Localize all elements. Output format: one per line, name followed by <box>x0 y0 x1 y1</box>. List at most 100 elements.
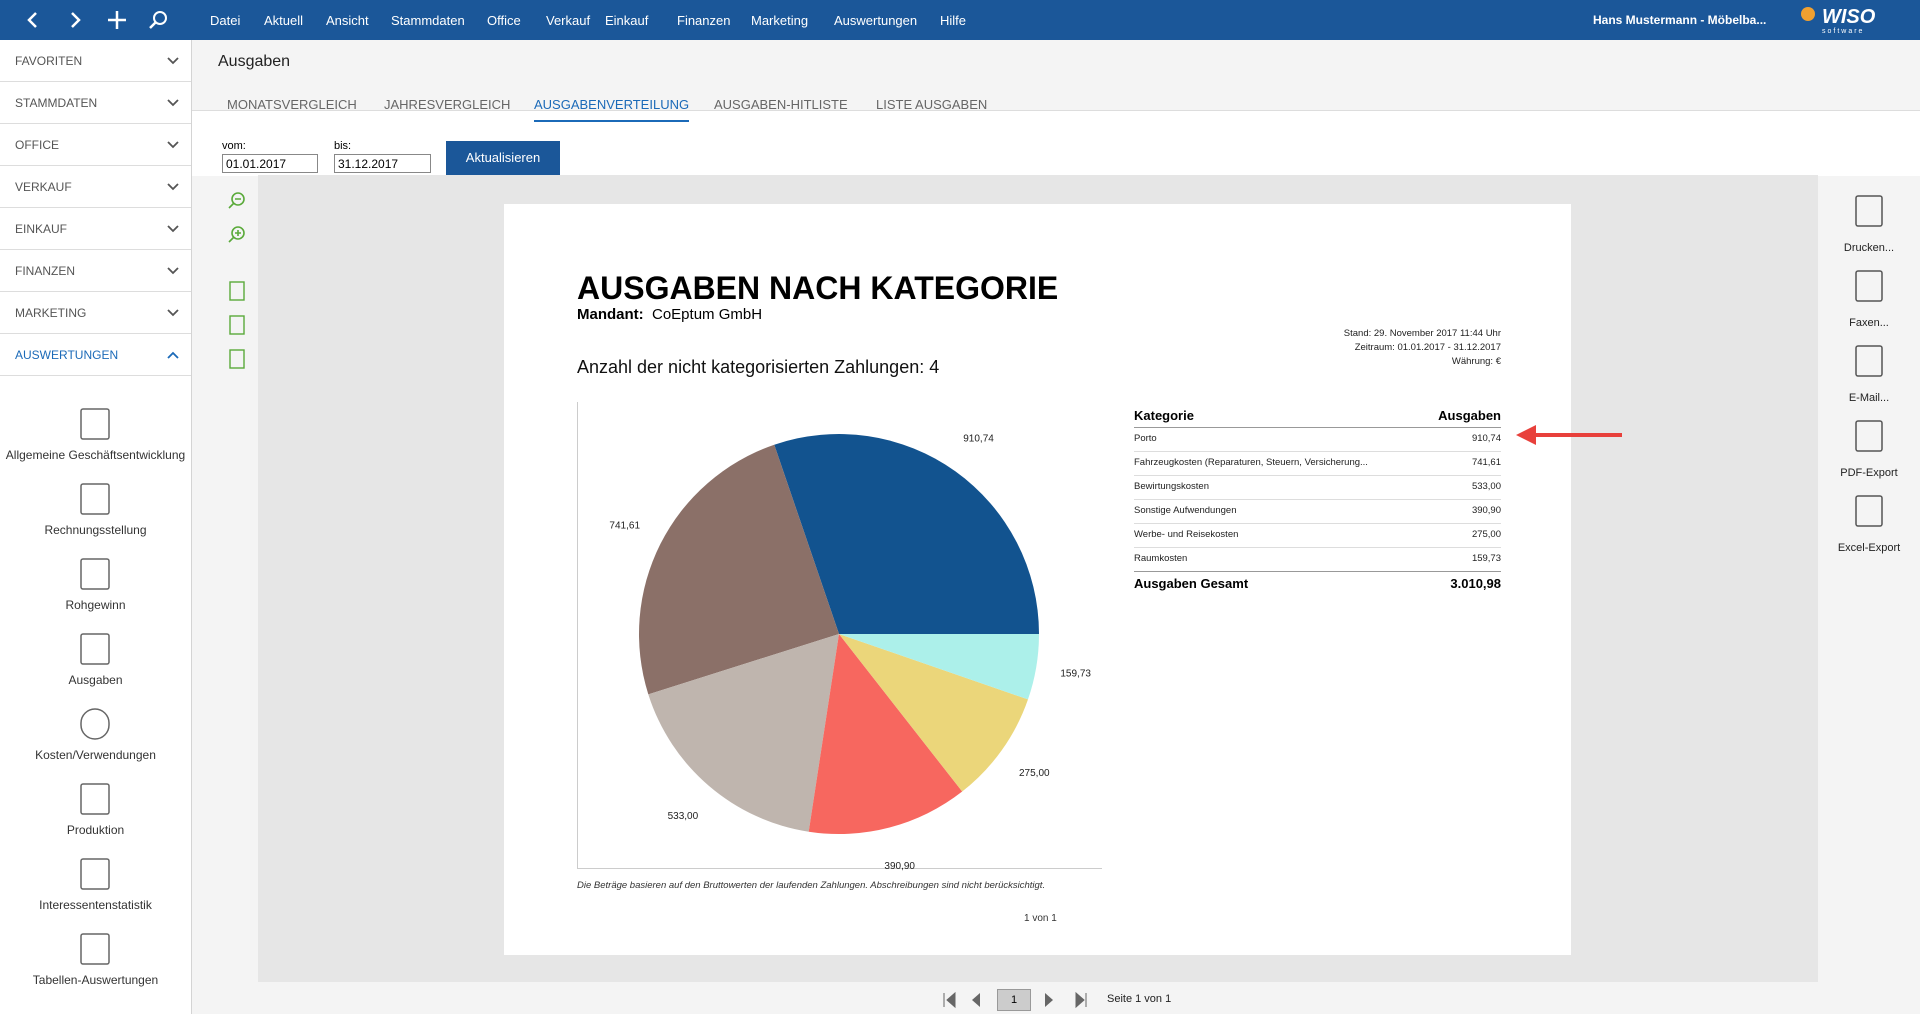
total-label: Ausgaben Gesamt <box>1134 576 1249 591</box>
chevron-path <box>167 141 179 149</box>
icon-shape <box>80 858 110 890</box>
menu-item[interactable]: Datei <box>210 13 241 28</box>
section-label: VERKAUF <box>15 180 72 194</box>
chevron <box>167 309 179 317</box>
menu-item[interactable]: Finanzen <box>677 13 731 28</box>
table-value: 910,74 <box>1471 433 1501 444</box>
item-icon <box>80 558 110 590</box>
menu-item[interactable]: Stammdaten <box>391 13 465 28</box>
item-icon <box>80 783 110 815</box>
pie-slice <box>839 634 1039 700</box>
tab[interactable]: JAHRESVERGLEICH <box>384 97 511 112</box>
to-input[interactable]: 31.12.2017 <box>334 154 431 173</box>
icon-shape <box>80 783 110 815</box>
chevron-path <box>167 309 179 317</box>
tab[interactable]: MONATSVERGLEICH <box>227 97 357 112</box>
report-item[interactable]: Rechnungsstellung <box>0 477 191 549</box>
report-item[interactable]: Interessentenstatistik <box>0 852 191 924</box>
action[interactable]: Excel-Export <box>1818 490 1920 560</box>
table-header: Ausgaben <box>1438 408 1501 423</box>
chevron-path <box>167 57 179 65</box>
icon-shape <box>80 483 110 515</box>
sidebar-section[interactable]: EINKAUF <box>0 208 191 250</box>
table-category: Raumkosten <box>1134 553 1188 564</box>
table-category: Werbe- und Reisekosten <box>1134 529 1239 540</box>
logo-mark <box>1801 7 1815 21</box>
item-icon <box>80 408 110 440</box>
chevron <box>167 99 179 107</box>
pager-buttons[interactable] <box>940 988 1100 1012</box>
sidebar-section[interactable]: FAVORITEN <box>0 40 191 82</box>
action[interactable]: E-Mail... <box>1818 340 1920 410</box>
menu-item[interactable]: Einkauf <box>605 13 649 28</box>
report-item[interactable]: Kosten/Verwendungen <box>0 702 191 774</box>
chevron-path <box>167 225 179 233</box>
sidebar-section[interactable]: FINANZEN <box>0 250 191 292</box>
menu-item[interactable]: Office <box>487 13 521 28</box>
action[interactable]: Drucken... <box>1818 190 1920 260</box>
pager-prev <box>972 993 980 1007</box>
chevron <box>167 141 179 149</box>
table-category: Porto <box>1134 433 1157 444</box>
pie-value-label: 275,00 <box>1019 768 1050 779</box>
report-item[interactable]: Produktion <box>0 777 191 849</box>
page-number: 1 von 1 <box>1024 913 1057 924</box>
table-rule <box>1134 475 1501 476</box>
section-label: EINKAUF <box>15 222 68 236</box>
chart-frame-bottom <box>577 868 1102 869</box>
report-item[interactable]: Tabellen-Auswertungen <box>0 927 191 999</box>
menu-item[interactable]: Marketing <box>751 13 809 28</box>
report-meta: Stand: 29. November 2017 11:44 Uhr <box>1343 328 1501 339</box>
action-label: Drucken... <box>1843 242 1895 254</box>
action[interactable]: Faxen... <box>1818 265 1920 335</box>
action-label: E-Mail... <box>1848 392 1890 404</box>
action-label: PDF-Export <box>1840 467 1898 479</box>
mandant-label: Mandant: <box>577 306 644 323</box>
sidebar-section[interactable]: AUSWERTUNGEN <box>0 334 191 376</box>
table-rule <box>1134 523 1501 524</box>
action-label: Excel-Export <box>1837 542 1901 554</box>
section-label: FINANZEN <box>15 264 75 278</box>
red-arrow <box>1516 425 1622 445</box>
report-item[interactable]: Ausgaben <box>0 627 191 699</box>
pager-next <box>1045 993 1053 1007</box>
table-rule <box>1134 427 1501 428</box>
tab[interactable]: LISTE AUSGABEN <box>876 97 988 112</box>
pie-chart: 910,74 741,61 533,00 390,90 275,00 159,73 <box>609 433 1091 871</box>
sidebar-section[interactable]: VERKAUF <box>0 166 191 208</box>
menu-item[interactable]: Ansicht <box>326 13 369 28</box>
refresh-button[interactable]: Aktualisieren <box>446 141 560 175</box>
menu-item[interactable]: Aktuell <box>264 13 304 28</box>
icon-shape <box>80 408 110 440</box>
pie-slice <box>648 634 839 832</box>
report-item[interactable]: Allgemeine Geschäftsentwicklung <box>0 402 191 474</box>
action-icon <box>1855 420 1883 452</box>
sidebar-section[interactable]: MARKETING <box>0 292 191 334</box>
menu-item[interactable]: Verkauf <box>546 13 591 28</box>
item-label: Rechnungsstellung <box>44 523 147 537</box>
nav-icons <box>27 11 167 29</box>
zoom-tools <box>228 192 245 369</box>
pie-slice <box>639 444 839 695</box>
action[interactable]: PDF-Export <box>1818 415 1920 485</box>
pie-value-label: 159,73 <box>1060 668 1091 679</box>
sidebar: FAVORITEN STAMMDATEN OFFICE VERKAUF EINKAUF F… <box>0 40 192 1014</box>
sidebar-section[interactable]: OFFICE <box>0 124 191 166</box>
top-bar: Hans Mustermann - Möbelba... WISO softwa… <box>0 0 1920 40</box>
table-category: Bewirtungskosten <box>1134 481 1209 492</box>
action-icon <box>1855 495 1883 527</box>
menu-item[interactable]: Auswertungen <box>834 13 918 28</box>
tab[interactable]: AUSGABENVERTEILUNG <box>534 97 690 122</box>
from-input[interactable]: 01.01.2017 <box>222 154 318 173</box>
sidebar-section[interactable]: STAMMDATEN <box>0 82 191 124</box>
report-item[interactable]: Rohgewinn <box>0 552 191 624</box>
section-label: AUSWERTUNGEN <box>15 348 119 362</box>
table-rule <box>1134 499 1501 500</box>
table-category: Fahrzeugkosten (Reparaturen, Steuern, Ve… <box>1134 457 1368 468</box>
menu-item[interactable]: Hilfe <box>940 13 967 28</box>
pager-page[interactable]: 1 <box>997 989 1031 1011</box>
chevron <box>167 267 179 275</box>
tab[interactable]: AUSGABEN-HITLISTE <box>714 97 848 112</box>
chevron <box>167 351 179 359</box>
